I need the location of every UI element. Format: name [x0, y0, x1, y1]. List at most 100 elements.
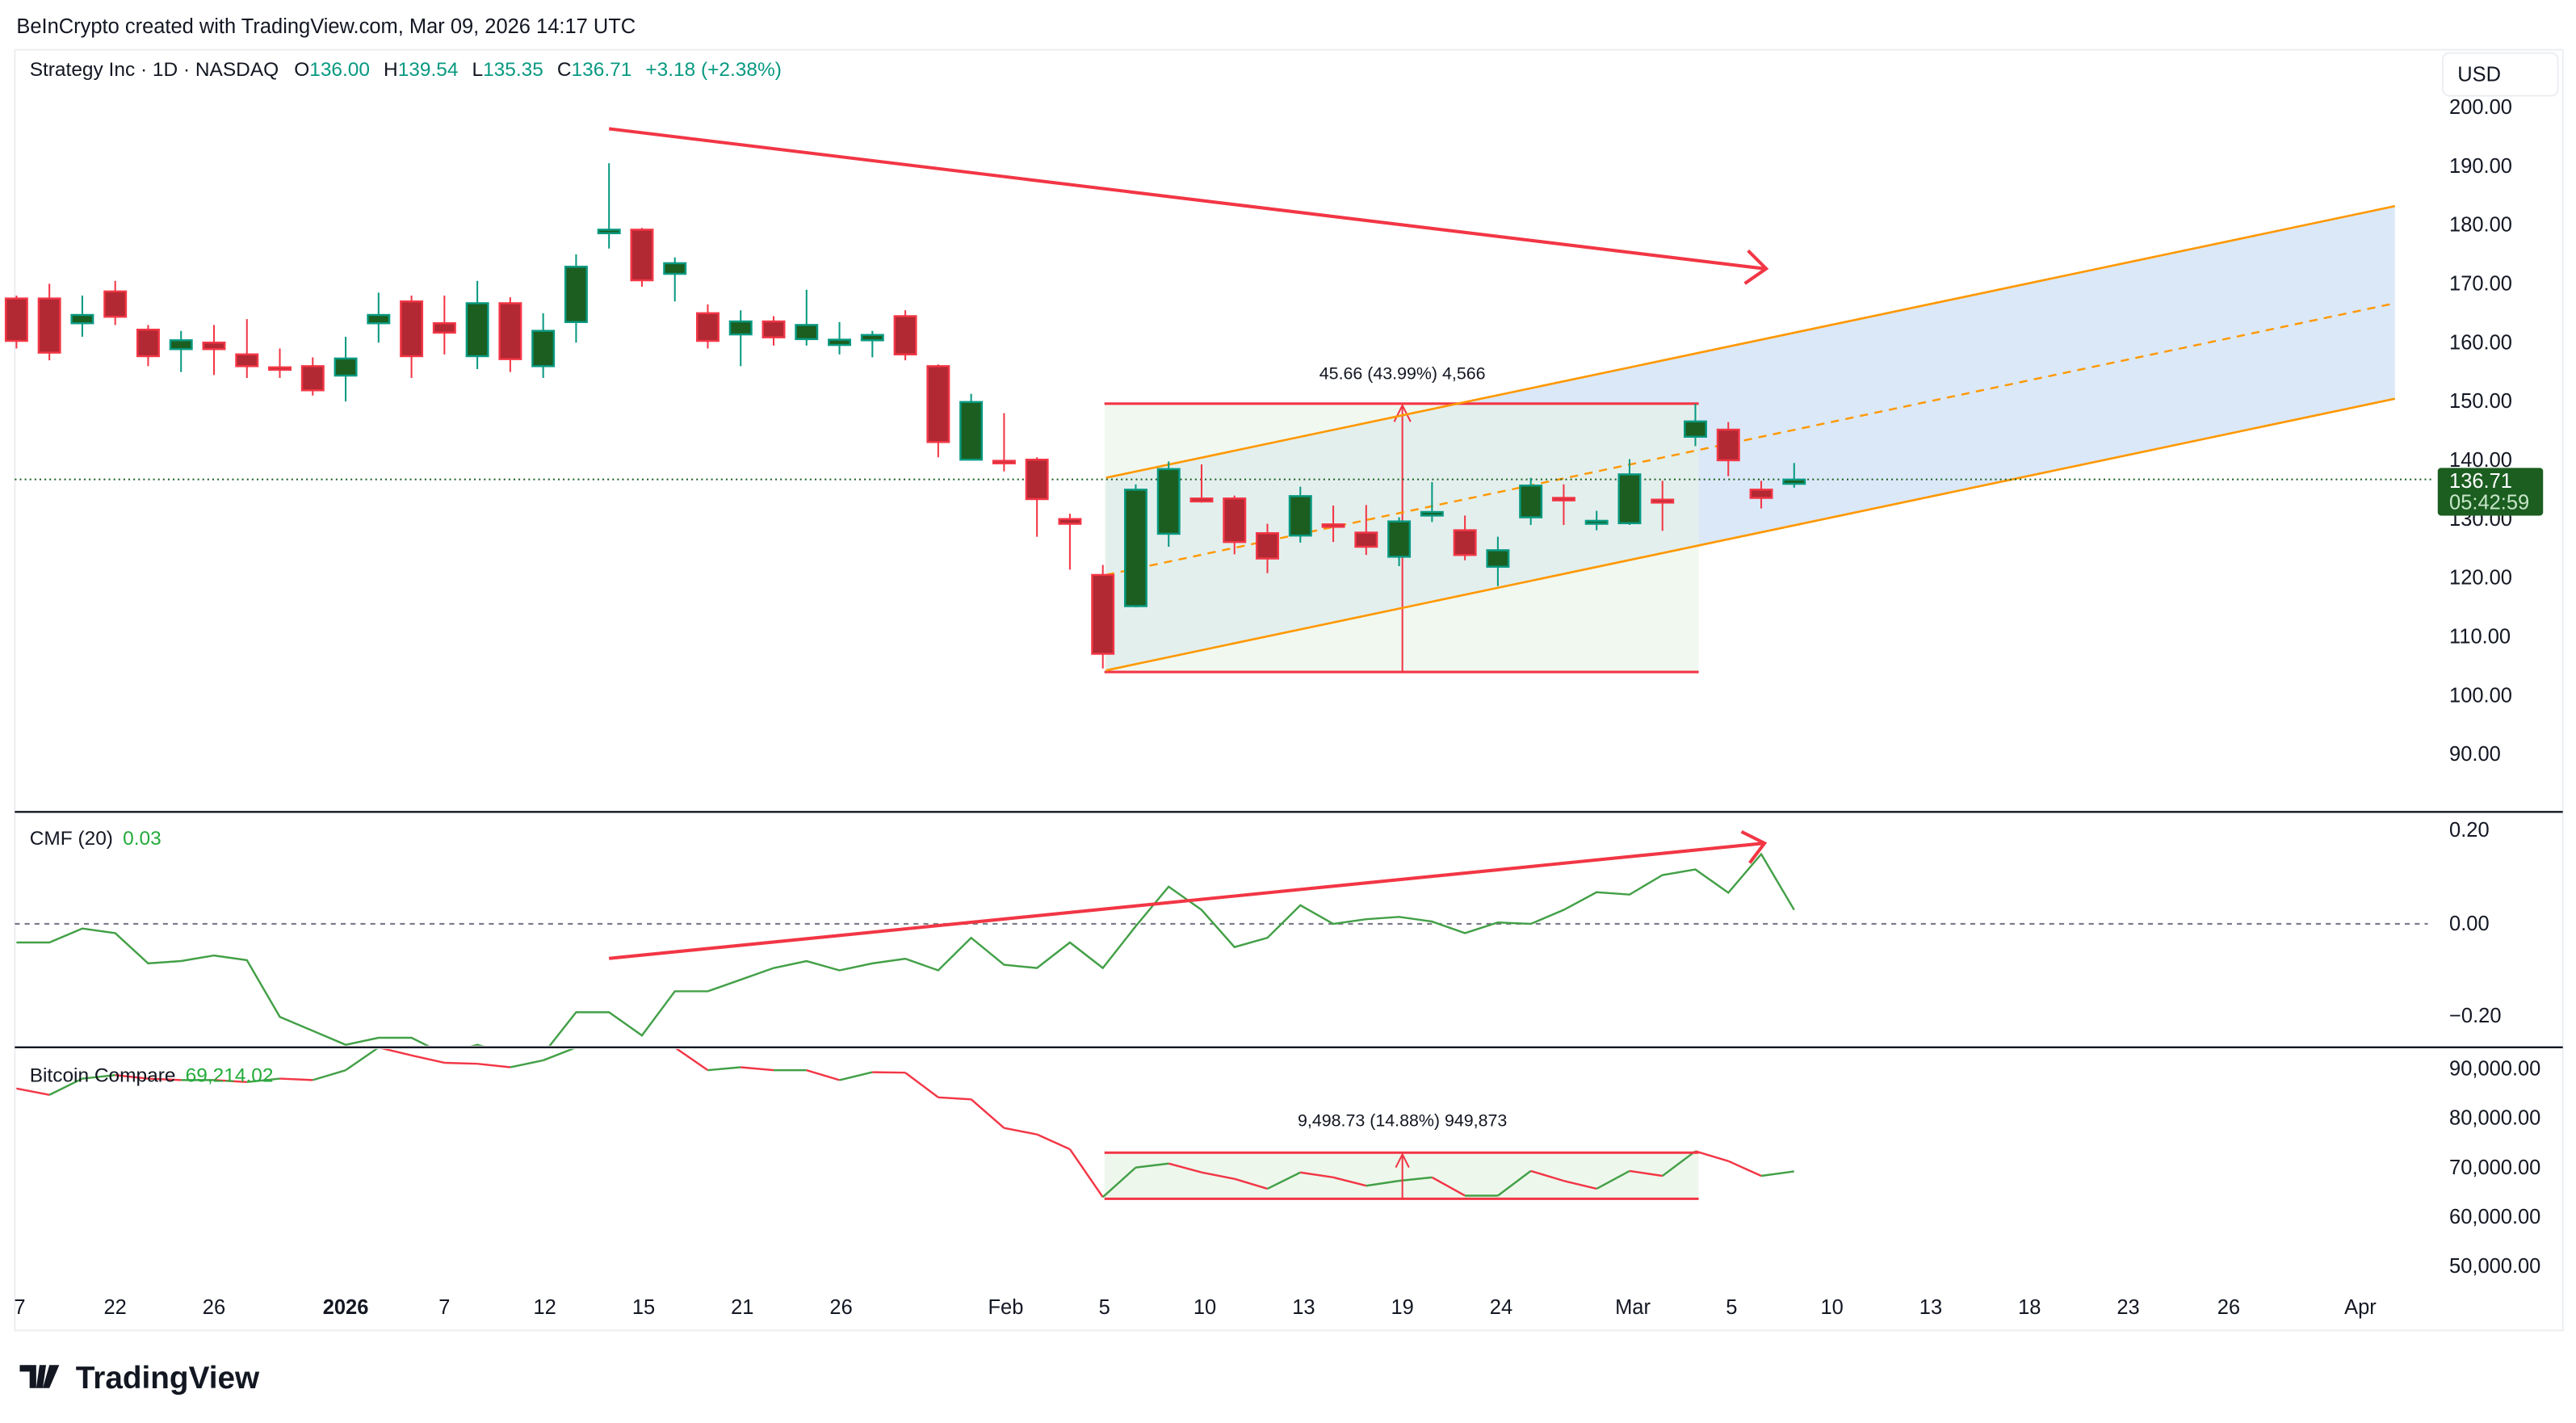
price-axis-label: 150.00: [2449, 390, 2512, 413]
btc-measure-box: [1104, 1152, 1699, 1199]
btc-segment: [1004, 1127, 1038, 1135]
candle-body: [235, 353, 259, 367]
candle: [1584, 510, 1609, 531]
btc-segment: [246, 1077, 280, 1084]
candle-body: [1354, 531, 1378, 548]
tradingview-logo-icon: [19, 1365, 60, 1388]
candle: [103, 280, 128, 325]
time-axis-label: 5: [1099, 1296, 1110, 1319]
btc-segment: [904, 1072, 939, 1098]
candle: [696, 304, 720, 349]
candle-body: [367, 313, 391, 325]
btc-segment: [1135, 1162, 1169, 1169]
candle: [4, 295, 28, 349]
btc-segment: [279, 1077, 313, 1081]
candle-body: [1387, 520, 1412, 558]
cmf-series: [16, 852, 1795, 1046]
candle: [630, 228, 654, 288]
last-price-badge: [2437, 468, 2544, 516]
btc-segment: [1497, 1169, 1532, 1197]
candle: [1651, 481, 1675, 531]
btc-segment: [380, 1048, 412, 1056]
arrowhead-icon: [1743, 249, 1769, 285]
btc-segment: [675, 1048, 709, 1072]
time-axis-label: 13: [1292, 1296, 1315, 1319]
candle: [531, 313, 556, 378]
candle: [202, 325, 226, 376]
btc-legend[interactable]: Bitcoin Compare 69,214.02: [30, 1065, 274, 1087]
cmf-trend-arrow[interactable]: [608, 842, 1765, 960]
time-axis-label: 21: [731, 1296, 753, 1319]
candle: [959, 393, 984, 461]
cmf-legend[interactable]: CMF (20) 0.03: [30, 828, 162, 850]
time-axis-label: 23: [2117, 1296, 2139, 1319]
channel-mid-line[interactable]: [1105, 302, 2396, 577]
btc-axis-label: 60,000.00: [2449, 1206, 2540, 1228]
candle: [1617, 459, 1642, 526]
time-axis-label: 7: [438, 1296, 450, 1319]
time-axis-label: Mar: [1615, 1296, 1651, 1319]
tradingview-logo[interactable]: TradingView: [19, 1361, 260, 1396]
btc-segment: [839, 1071, 873, 1081]
cmf-line: [16, 852, 1795, 1046]
time-axis[interactable]: 7 22 26 2026 7 12 15 21 26 Feb 5 10 13 19 24 Mar 5 10 13 18…: [14, 1296, 2377, 1319]
candle: [400, 295, 424, 378]
btc-segment: [1201, 1171, 1235, 1180]
candle: [1453, 515, 1477, 560]
price-axis-label: 90.00: [2449, 743, 2501, 766]
btc-measure-label: 9,498.73 (14.88%) 949,873: [1298, 1111, 1507, 1131]
time-axis-label: 18: [2018, 1296, 2041, 1319]
currency-button[interactable]: [2441, 52, 2559, 97]
btc-axis[interactable]: 90,000.00 80,000.00 70,000.00 60,000.00 50,0…: [2449, 1057, 2540, 1278]
btc-segment: [1431, 1176, 1466, 1197]
candle: [235, 319, 259, 378]
candle-body: [169, 339, 193, 351]
drawings-layer: 45.66 (43.99%) 4,566: [608, 127, 2396, 674]
candle-body: [1288, 495, 1312, 537]
candle-body: [400, 300, 424, 358]
time-axis-label: 5: [1726, 1296, 1737, 1319]
candle: [1420, 481, 1444, 523]
candle-body: [103, 290, 128, 318]
change-value: +3.18 (+2.38%): [645, 59, 782, 81]
low-label: L: [472, 59, 483, 81]
time-axis-label: 10: [1194, 1296, 1216, 1319]
candle-body: [1551, 497, 1575, 502]
btc-segment: [1596, 1169, 1630, 1190]
time-axis-label: 26: [2217, 1296, 2240, 1319]
open-value: 136.00: [309, 59, 370, 81]
candle-body: [926, 365, 950, 443]
candle-body: [1453, 529, 1477, 556]
chart-frame: [14, 48, 2564, 1332]
time-axis-label: 19: [1391, 1296, 1413, 1319]
btc-segment: [48, 1077, 83, 1096]
channel-lower-line[interactable]: [1105, 397, 2396, 672]
btc-axis-label: 80,000.00: [2449, 1107, 2540, 1130]
btc-label: Bitcoin Compare: [30, 1065, 176, 1087]
candle: [1321, 505, 1345, 543]
candle: [70, 295, 94, 337]
candle-body: [465, 302, 489, 358]
btc-segment: [1036, 1133, 1071, 1151]
candle-body: [300, 365, 325, 392]
candle-body: [1123, 489, 1147, 607]
low-value: 135.35: [483, 59, 543, 81]
btc-axis-label: 70,000.00: [2449, 1156, 2540, 1179]
candle-body: [1584, 519, 1609, 525]
main-legend[interactable]: Strategy Inc · 1D · NASDAQ O136.00 H139.…: [30, 59, 782, 81]
candle-body: [761, 320, 786, 338]
candle: [761, 316, 786, 346]
candle-body: [992, 460, 1016, 464]
btc-segment: [411, 1054, 445, 1064]
price-trend-arrow[interactable]: [608, 127, 1765, 271]
time-axis-label: Feb: [988, 1296, 1023, 1319]
channel-upper-line[interactable]: [1105, 204, 2396, 479]
candle-body: [432, 321, 456, 334]
cmf-axis-label: 0.00: [2449, 913, 2490, 935]
price-axis-label: 180.00: [2449, 214, 2512, 237]
time-axis-label: 22: [104, 1296, 127, 1319]
candle: [432, 295, 456, 355]
candle-body: [70, 313, 94, 325]
time-axis-label: 15: [632, 1296, 655, 1319]
